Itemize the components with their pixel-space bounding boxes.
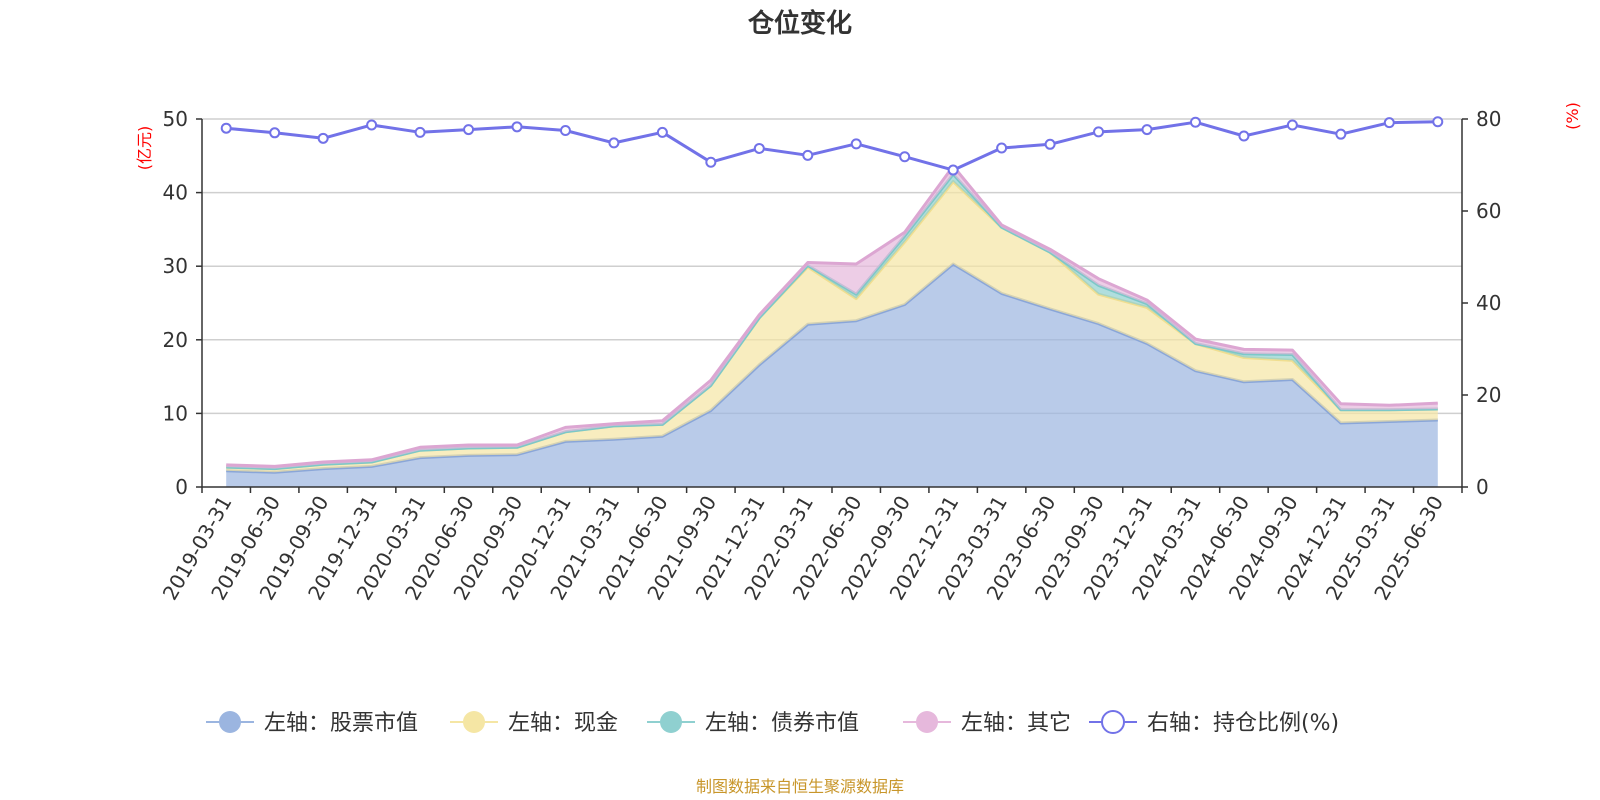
left-tick-label: 50	[163, 107, 188, 131]
stacked-areas	[226, 164, 1438, 487]
left-tick-label: 10	[163, 401, 188, 425]
ratio-point	[559, 125, 571, 136]
ratio-point	[269, 127, 281, 139]
ratio-point	[220, 122, 232, 134]
ratio-point	[753, 142, 765, 154]
data-source-note: 制图数据来自恒生聚源数据库	[696, 777, 904, 796]
ratio-point	[1432, 116, 1444, 128]
ratio-point	[996, 142, 1008, 154]
ratio-point	[656, 126, 668, 138]
ratio-point	[511, 121, 523, 133]
ratio-point	[463, 124, 475, 136]
ratio-point	[1044, 138, 1056, 150]
ratio-point	[1189, 116, 1201, 128]
hollow-circle-icon	[1101, 710, 1125, 734]
ratio-point	[850, 138, 862, 150]
filled-circle-icon	[219, 711, 241, 733]
right-tick-label: 0	[1476, 475, 1489, 499]
ratio-point	[1093, 126, 1105, 138]
legend: 左轴：股票市值 左轴：现金 左轴：债券市值 左轴：其它 右轴：持仓比例(%)	[206, 710, 1339, 736]
ratio-point	[608, 137, 620, 149]
legend-label: 右轴：持仓比例(%)	[1147, 711, 1339, 736]
legend-label: 左轴：债券市值	[705, 711, 859, 736]
ratio-point	[802, 149, 814, 161]
legend-label: 左轴：其它	[961, 711, 1071, 736]
right-tick-label: 80	[1476, 107, 1501, 131]
filled-circle-icon	[463, 711, 485, 733]
right-tick-label: 60	[1476, 199, 1501, 223]
area-series-1	[226, 264, 1438, 487]
ratio-point	[1238, 130, 1250, 142]
right-axis-unit: (%)	[1563, 102, 1582, 130]
ratio-point	[317, 132, 329, 144]
right-tick-label: 40	[1476, 291, 1501, 315]
left-tick-label: 40	[163, 181, 188, 205]
filled-circle-icon	[916, 711, 938, 733]
ratio-point	[899, 151, 911, 163]
legend-label: 左轴：股票市值	[264, 711, 418, 736]
chart-title: 仓位变化	[747, 8, 852, 39]
ratio-point	[366, 119, 378, 131]
ratio-point	[414, 126, 426, 138]
ratio-line-path	[226, 120, 1438, 172]
ratio-point	[947, 164, 959, 176]
left-tick-label: 0	[175, 475, 188, 499]
left-axis-unit: (亿元)	[135, 126, 154, 171]
legend-label: 左轴：现金	[508, 711, 618, 736]
area-edge-series-4	[226, 164, 1438, 468]
right-tick-label: 20	[1476, 383, 1501, 407]
ratio-point	[705, 156, 717, 168]
ratio-line	[220, 116, 1444, 176]
left-tick-label: 20	[163, 328, 188, 352]
left-tick-label: 30	[163, 254, 188, 278]
ratio-point	[1141, 124, 1153, 136]
ratio-point	[1286, 119, 1298, 131]
ratio-point	[1335, 128, 1347, 140]
filled-circle-icon	[660, 711, 682, 733]
ratio-point	[1383, 117, 1395, 129]
